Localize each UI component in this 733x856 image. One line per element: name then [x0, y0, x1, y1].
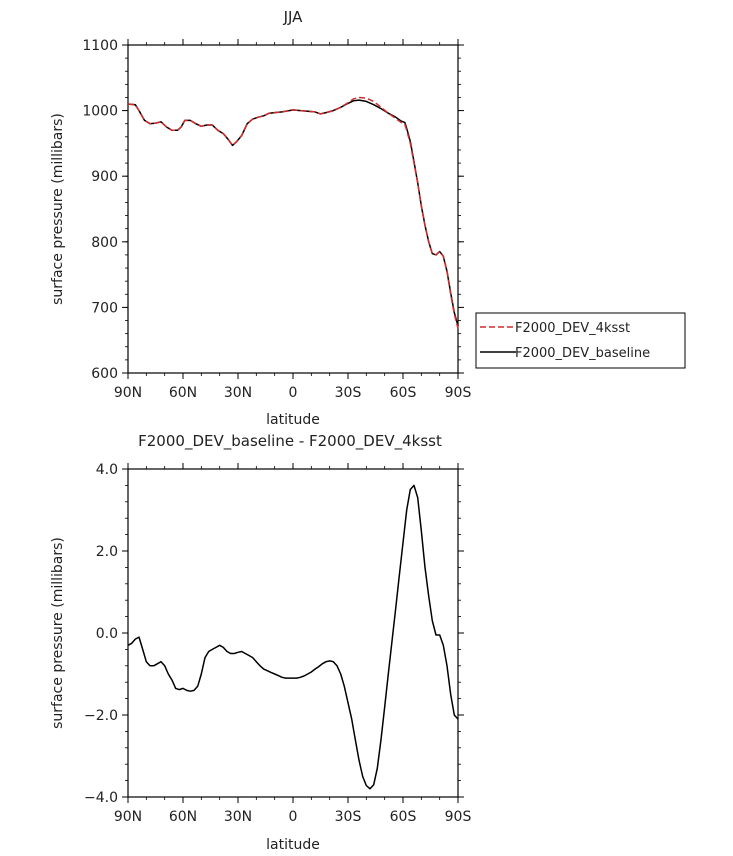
y-tick-label: 700: [91, 300, 118, 316]
series-line-f2000_dev_baseline: [127, 99, 459, 327]
x-tick-label: 30S: [335, 385, 362, 401]
legend: F2000_DEV_4ksst F2000_DEV_baseline: [475, 312, 686, 369]
bottom-plot-frame: [127, 468, 459, 798]
series-line-difference: [127, 484, 459, 790]
top-y-tick-labels: 600 700 800 900 1000 1100: [82, 38, 118, 382]
x-tick-label: 90N: [114, 809, 142, 825]
y-tick-label: −4.0: [84, 790, 118, 806]
y-tick-label: 1000: [82, 104, 118, 120]
top-plot-frame: [127, 44, 459, 374]
bottom-y-axis-label: surface pressure (millibars): [50, 537, 66, 729]
top-ticks: [122, 39, 464, 379]
bottom-chart-title: F2000_DEV_baseline - F2000_DEV_4ksst: [138, 432, 442, 451]
x-tick-label: 30S: [335, 809, 362, 825]
x-tick-label: 0: [289, 385, 298, 401]
y-tick-label: −2.0: [84, 708, 118, 724]
bottom-y-tick-labels: −4.0 −2.0 0.0 2.0 4.0: [84, 462, 118, 806]
top-x-axis-label: latitude: [266, 412, 320, 428]
top-x-tick-labels: 90N 60N 30N 0 30S 60S 90S: [114, 385, 472, 401]
legend-label-baseline: F2000_DEV_baseline: [515, 346, 650, 361]
bottom-x-tick-labels: 90N 60N 30N 0 30S 60S 90S: [114, 809, 472, 825]
y-tick-label: 0.0: [96, 626, 118, 642]
legend-box: [475, 312, 686, 369]
x-tick-label: 0: [289, 809, 298, 825]
bottom-panel: F2000_DEV_baseline - F2000_DEV_4ksst −4.…: [50, 432, 471, 853]
top-y-axis-label: surface pressure (millibars): [50, 113, 66, 305]
top-panel: JJA 600 700 800 900 1000 1100 90N 60N 30N 0 30S 60…: [50, 8, 471, 428]
x-tick-label: 90N: [114, 385, 142, 401]
y-tick-label: 800: [91, 235, 118, 251]
y-tick-label: 2.0: [96, 544, 118, 560]
x-tick-label: 60S: [390, 385, 417, 401]
top-chart-title: JJA: [283, 8, 304, 26]
series-line-f2000_dev_4ksst: [127, 96, 459, 329]
top-series-lines: [127, 96, 459, 329]
x-tick-label: 60N: [169, 809, 197, 825]
x-tick-label: 60N: [169, 385, 197, 401]
legend-label-4ksst: F2000_DEV_4ksst: [515, 321, 630, 336]
x-tick-label: 90S: [445, 385, 472, 401]
x-tick-label: 60S: [390, 809, 417, 825]
bottom-ticks: [122, 463, 464, 803]
x-tick-label: 30N: [224, 809, 252, 825]
y-tick-label: 1100: [82, 38, 118, 54]
y-tick-label: 4.0: [96, 462, 118, 478]
x-tick-label: 90S: [445, 809, 472, 825]
y-tick-label: 900: [91, 169, 118, 185]
y-tick-label: 600: [91, 366, 118, 382]
bottom-series-lines: [127, 484, 459, 790]
x-tick-label: 30N: [224, 385, 252, 401]
bottom-x-axis-label: latitude: [266, 837, 320, 853]
